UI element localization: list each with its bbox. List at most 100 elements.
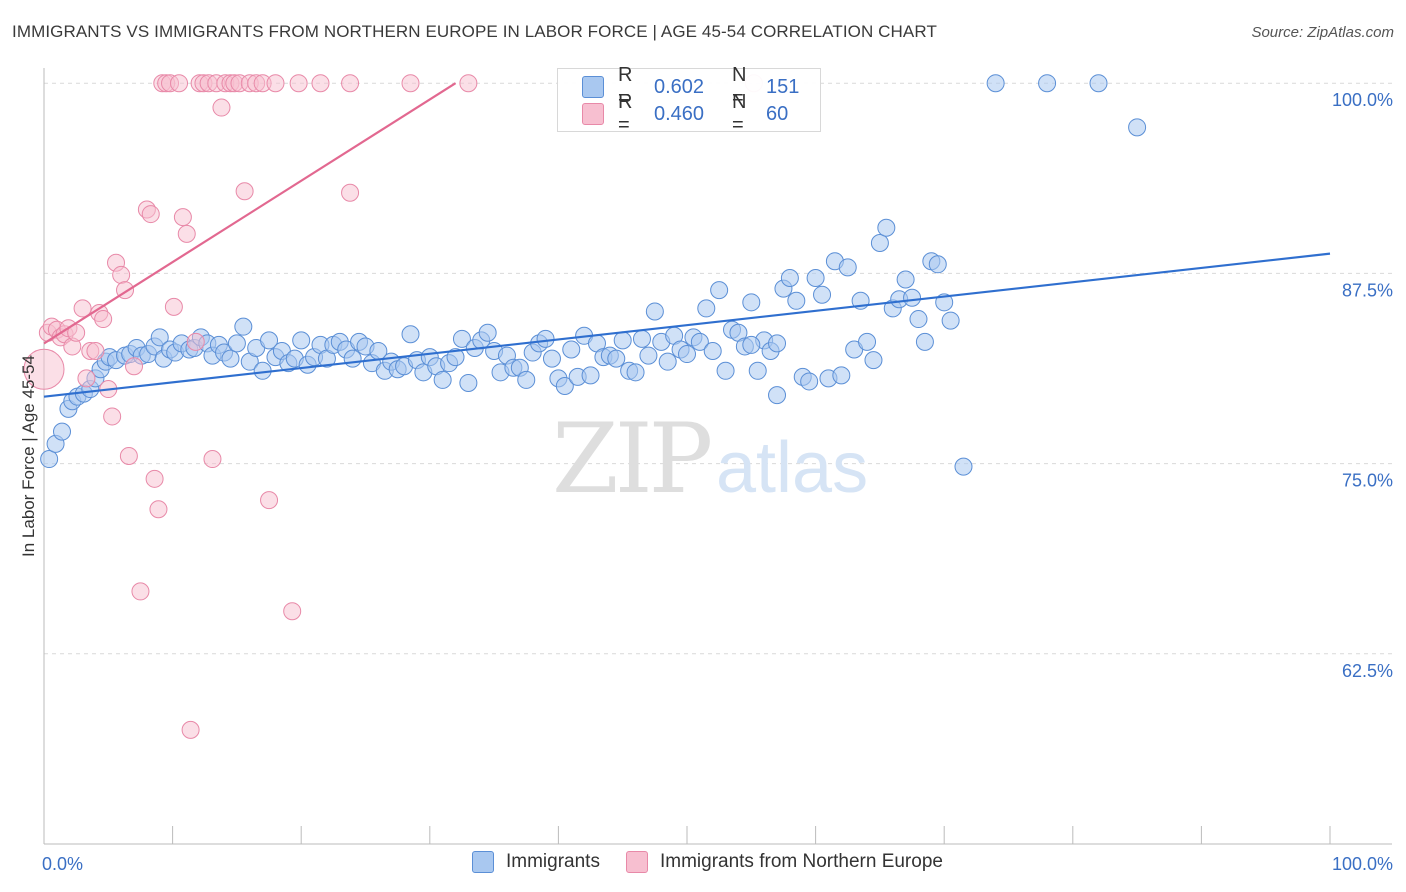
legend-r-label: R = — [618, 64, 633, 109]
data-point-immigrants — [986, 74, 1005, 93]
data-point-immigrants — [742, 335, 761, 354]
data-point-immigrants — [787, 291, 806, 310]
data-point-immigrants — [768, 386, 787, 405]
legend-n-value: 60 — [766, 102, 789, 125]
data-point-northern-europe — [341, 74, 360, 93]
x-tick-label: 0.0% — [42, 854, 83, 874]
watermark-zip: ZIP — [552, 403, 711, 515]
data-point-northern-europe — [260, 491, 279, 510]
trend-layer — [43, 82, 1331, 398]
data-point-immigrants — [909, 310, 928, 329]
chart-title: IMMIGRANTS VS IMMIGRANTS FROM NORTHERN E… — [12, 22, 937, 41]
data-point-northern-europe — [266, 74, 285, 93]
data-point-northern-europe — [181, 720, 200, 739]
data-point-immigrants — [838, 258, 857, 277]
data-point-immigrants — [227, 334, 246, 353]
data-point-immigrants — [748, 361, 767, 380]
data-point-northern-europe — [119, 447, 138, 465]
data-point-immigrants — [896, 270, 915, 289]
data-point-immigrants — [858, 332, 877, 351]
data-point-northern-europe — [173, 208, 192, 227]
data-point-immigrants — [780, 268, 799, 287]
data-point-immigrants — [710, 281, 729, 300]
legend-swatch-pink — [582, 103, 604, 125]
data-point-immigrants — [536, 329, 555, 348]
watermark-atlas: atlas — [716, 428, 868, 508]
data-point-immigrants — [864, 351, 883, 370]
data-point-immigrants — [292, 331, 311, 350]
legend-n-value: 151 — [766, 75, 800, 98]
data-point-immigrants — [260, 331, 279, 350]
tick-label-layer: In Labor Force | Age 45-54 62.5% 75.0% 87.… — [19, 90, 1393, 874]
data-point-northern-europe — [289, 74, 308, 93]
data-point-northern-europe — [77, 369, 96, 388]
data-point-northern-europe — [103, 407, 122, 426]
data-point-northern-europe — [149, 500, 168, 519]
data-point-immigrants — [941, 311, 960, 330]
data-point-immigrants — [658, 352, 677, 371]
legend-r-value: 0.602 — [654, 75, 705, 98]
legend-item-immigrants[interactable]: Immigrants — [472, 851, 600, 873]
data-point-immigrants — [639, 346, 658, 365]
data-point-immigrants — [678, 345, 696, 364]
data-point-immigrants — [478, 323, 497, 342]
data-point-immigrants — [40, 450, 59, 469]
data-point-immigrants — [645, 302, 664, 321]
series-legend: Immigrants Immigrants from Northern Euro… — [472, 851, 969, 873]
data-point-immigrants — [632, 329, 651, 348]
data-point-northern-europe — [164, 297, 183, 316]
data-point-northern-europe — [145, 469, 164, 488]
legend-item-northern-europe[interactable]: Immigrants from Northern Europe — [625, 851, 943, 873]
data-point-immigrants — [452, 329, 471, 348]
data-point-northern-europe — [203, 450, 222, 469]
data-point-northern-europe — [212, 98, 231, 117]
legend-swatch-blue — [472, 851, 494, 873]
legend-r-value: 0.460 — [654, 102, 705, 125]
data-point-immigrants — [446, 348, 465, 367]
y-axis-title: In Labor Force | Age 45-54 — [19, 355, 38, 557]
data-point-immigrants — [716, 361, 735, 380]
watermark: ZIP atlas — [552, 403, 868, 515]
data-point-immigrants — [626, 363, 645, 382]
data-point-immigrants — [459, 373, 478, 392]
data-point-immigrants — [343, 349, 362, 368]
data-point-immigrants — [690, 332, 709, 351]
data-point-northern-europe — [401, 74, 420, 93]
data-point-immigrants — [800, 372, 819, 391]
data-point-immigrants — [613, 331, 632, 350]
y-tick-label: 62.5% — [1342, 661, 1393, 681]
series-northern-europe-points — [23, 74, 763, 739]
data-point-immigrants — [234, 317, 253, 336]
legend-r-label: R = — [618, 91, 633, 136]
correlation-legend: R = 0.602 N = 151 R = 0.460 N = 60 — [557, 64, 821, 136]
source-credit: Source: ZipAtlas.com — [1251, 24, 1394, 41]
data-point-immigrants — [877, 218, 896, 237]
data-point-northern-europe — [131, 582, 150, 601]
data-point-immigrants — [221, 349, 240, 368]
data-point-immigrants — [53, 422, 72, 441]
legend-label: Immigrants from Northern Europe — [659, 851, 943, 872]
data-point-northern-europe — [141, 205, 160, 224]
data-point-immigrants — [607, 349, 626, 368]
data-point-northern-europe — [341, 183, 360, 202]
y-tick-label: 75.0% — [1342, 471, 1393, 491]
legend-row-immigrants: R = 0.602 N = 151 — [582, 64, 800, 109]
data-point-immigrants — [903, 288, 922, 307]
series-immigrants-points — [40, 74, 1147, 476]
data-point-immigrants — [832, 366, 851, 385]
data-point-immigrants — [555, 377, 574, 396]
legend-n-label: N = — [732, 64, 747, 109]
data-point-northern-europe — [23, 348, 65, 390]
data-point-northern-europe — [311, 74, 330, 93]
data-point-immigrants — [742, 293, 761, 312]
data-point-northern-europe — [86, 342, 105, 361]
data-point-immigrants — [870, 233, 889, 252]
data-point-immigrants — [517, 370, 536, 389]
data-point-northern-europe — [459, 74, 478, 93]
data-point-immigrants — [401, 325, 420, 344]
y-tick-label: 87.5% — [1342, 280, 1393, 300]
data-point-northern-europe — [186, 332, 205, 351]
data-point-northern-europe — [235, 182, 254, 201]
x-tick-label: 100.0% — [1332, 854, 1393, 874]
data-point-immigrants — [150, 328, 169, 347]
